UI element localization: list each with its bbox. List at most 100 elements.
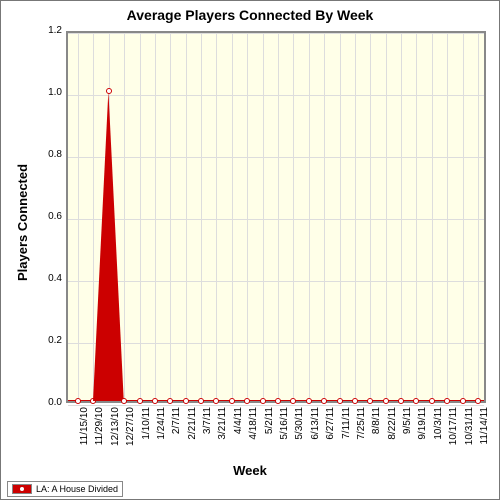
y-tick-label: 1.0 [32, 87, 62, 98]
x-tick-label: 10/17/11 [448, 407, 459, 467]
y-tick-label: 0.0 [32, 397, 62, 408]
data-marker [290, 398, 296, 404]
data-marker [152, 398, 158, 404]
grid-line-v [309, 33, 310, 401]
y-tick-label: 0.4 [32, 273, 62, 284]
grid-line-v [386, 33, 387, 401]
x-tick-label: 9/5/11 [402, 407, 413, 467]
grid-line-v [124, 33, 125, 401]
x-tick-label: 5/2/11 [264, 407, 275, 467]
grid-line-v [432, 33, 433, 401]
data-marker [244, 398, 250, 404]
x-tick-label: 11/29/10 [94, 407, 105, 467]
grid-line-v [355, 33, 356, 401]
data-marker [167, 398, 173, 404]
data-marker [229, 398, 235, 404]
x-tick-label: 12/13/10 [110, 407, 121, 467]
plot-area [66, 31, 486, 403]
data-marker [475, 398, 481, 404]
grid-line-v [216, 33, 217, 401]
y-tick-label: 1.2 [32, 25, 62, 36]
x-tick-label: 11/14/11 [479, 407, 490, 467]
grid-line-v [340, 33, 341, 401]
data-marker [444, 398, 450, 404]
grid-line-v [263, 33, 264, 401]
x-tick-label: 3/21/11 [217, 407, 228, 467]
x-tick-label: 9/19/11 [417, 407, 428, 467]
data-marker [383, 398, 389, 404]
grid-line-v [463, 33, 464, 401]
data-marker [260, 398, 266, 404]
data-marker [137, 398, 143, 404]
data-marker [275, 398, 281, 404]
grid-line-h [68, 95, 484, 96]
chart-frame: Average Players Connected By Week Player… [0, 0, 500, 500]
x-tick-label: 11/15/10 [79, 407, 90, 467]
x-tick-label: 4/18/11 [248, 407, 259, 467]
grid-line-v [232, 33, 233, 401]
grid-line-v [478, 33, 479, 401]
x-tick-label: 7/11/11 [341, 407, 352, 467]
data-marker [306, 398, 312, 404]
data-marker [121, 398, 127, 404]
grid-line-h [68, 343, 484, 344]
x-tick-label: 10/31/11 [464, 407, 475, 467]
chart-title: Average Players Connected By Week [1, 7, 499, 23]
grid-line-v [324, 33, 325, 401]
data-marker [413, 398, 419, 404]
y-tick-label: 0.2 [32, 335, 62, 346]
grid-line-h [68, 157, 484, 158]
x-tick-label: 1/10/11 [141, 407, 152, 467]
data-marker [75, 398, 81, 404]
grid-line-h [68, 219, 484, 220]
legend-marker-icon [19, 486, 25, 492]
y-axis-label: Players Connected [15, 164, 30, 281]
data-marker [198, 398, 204, 404]
x-tick-label: 4/4/11 [233, 407, 244, 467]
data-marker [321, 398, 327, 404]
grid-line-h [68, 405, 484, 406]
data-marker [106, 88, 112, 94]
y-tick-label: 0.8 [32, 149, 62, 160]
grid-line-v [370, 33, 371, 401]
legend: LA: A House Divided [7, 481, 123, 497]
data-marker [183, 398, 189, 404]
legend-swatch [12, 484, 32, 494]
x-tick-label: 10/3/11 [433, 407, 444, 467]
data-marker [213, 398, 219, 404]
x-tick-label: 8/8/11 [371, 407, 382, 467]
data-marker [398, 398, 404, 404]
legend-label: LA: A House Divided [36, 484, 118, 494]
series-area [93, 91, 124, 401]
x-tick-label: 3/7/11 [202, 407, 213, 467]
x-tick-label: 8/22/11 [387, 407, 398, 467]
grid-line-v [247, 33, 248, 401]
x-tick-label: 7/25/11 [356, 407, 367, 467]
data-marker [367, 398, 373, 404]
grid-line-h [68, 281, 484, 282]
grid-line-v [401, 33, 402, 401]
grid-line-v [416, 33, 417, 401]
y-tick-label: 0.6 [32, 211, 62, 222]
x-tick-label: 5/16/11 [279, 407, 290, 467]
x-tick-label: 1/24/11 [156, 407, 167, 467]
data-marker [352, 398, 358, 404]
data-marker [337, 398, 343, 404]
x-tick-label: 2/7/11 [171, 407, 182, 467]
grid-line-v [170, 33, 171, 401]
grid-line-v [78, 33, 79, 401]
data-marker [429, 398, 435, 404]
x-tick-label: 12/27/10 [125, 407, 136, 467]
x-tick-label: 6/13/11 [310, 407, 321, 467]
x-tick-label: 5/30/11 [294, 407, 305, 467]
grid-line-v [186, 33, 187, 401]
x-tick-label: 6/27/11 [325, 407, 336, 467]
grid-line-v [293, 33, 294, 401]
grid-line-v [155, 33, 156, 401]
grid-line-h [68, 33, 484, 34]
data-marker [460, 398, 466, 404]
grid-line-v [278, 33, 279, 401]
x-tick-label: 2/21/11 [187, 407, 198, 467]
grid-line-v [447, 33, 448, 401]
grid-line-v [140, 33, 141, 401]
